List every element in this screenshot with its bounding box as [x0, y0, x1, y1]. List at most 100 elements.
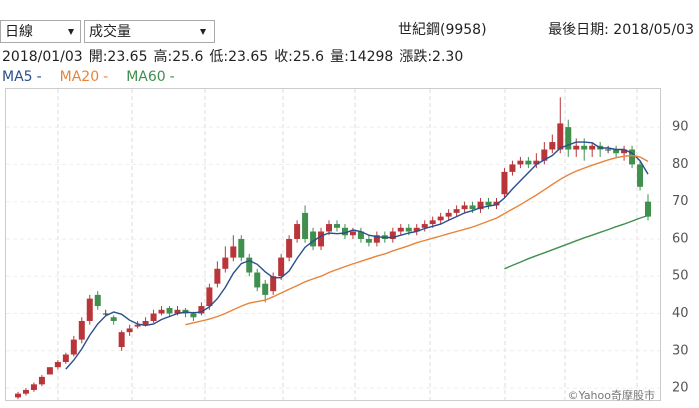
- candle-body: [549, 142, 556, 150]
- candle-body: [118, 332, 125, 348]
- candle-body: [222, 257, 229, 269]
- y-tick-label: 30: [672, 343, 689, 358]
- info-item: 2018/01/03: [2, 49, 83, 65]
- candle-body: [198, 306, 205, 314]
- candle-body: [493, 201, 500, 206]
- y-tick-label: 20: [672, 381, 689, 396]
- candle-body: [254, 272, 261, 288]
- ma-line: [65, 141, 649, 370]
- candle-body: [70, 339, 77, 355]
- candle-body: [621, 149, 628, 154]
- candle-body: [349, 231, 356, 236]
- y-tick-label: 90: [672, 120, 689, 135]
- candle-body: [429, 220, 436, 225]
- candle-body: [326, 224, 333, 232]
- select-arrow: [200, 29, 206, 35]
- candle-body: [437, 216, 444, 221]
- candle-body: [605, 149, 612, 151]
- candle-body: [469, 205, 476, 210]
- info-item: 收:25.6: [274, 49, 324, 65]
- select-text[interactable]: 成交量: [89, 23, 131, 40]
- candle-body: [445, 212, 452, 217]
- candle-body: [94, 294, 101, 307]
- candle-body: [357, 231, 364, 239]
- candle-body: [477, 201, 484, 210]
- select-text[interactable]: 日線: [5, 24, 33, 40]
- candle-body: [629, 149, 636, 165]
- candle-body: [645, 201, 652, 217]
- candle-body: [38, 376, 45, 385]
- candle-body: [166, 307, 173, 314]
- info-text: 2018/01/03 開:23.65 高:25.6 低:23.65 收:25.6 量:14…: [2, 48, 463, 65]
- candle-body: [421, 224, 428, 228]
- legend-value: -: [170, 69, 175, 85]
- candle-body: [365, 238, 372, 243]
- candle-body: [142, 320, 149, 325]
- info-item: 量:14298: [330, 49, 393, 65]
- legend-entry: MA20-: [60, 69, 109, 85]
- candle-body: [589, 145, 596, 150]
- candle-body: [126, 328, 133, 333]
- candle-body: [238, 238, 245, 258]
- candle-body: [310, 231, 317, 247]
- info-item: 低:23.65: [209, 49, 268, 65]
- candle-body: [565, 127, 572, 150]
- period-select[interactable]: 日線: [0, 20, 81, 43]
- candle-body: [54, 361, 61, 368]
- candle-body: [14, 393, 21, 398]
- candle-body: [286, 238, 293, 258]
- candle-body: [333, 224, 340, 228]
- candle-body: [190, 313, 197, 318]
- candle-body: [30, 384, 37, 390]
- y-tick-label: 40: [672, 306, 689, 321]
- candle-body: [158, 309, 165, 314]
- candle-body: [533, 160, 540, 165]
- info-item: 開:23.65: [89, 49, 148, 65]
- candle-body: [102, 313, 109, 315]
- candle-body: [174, 309, 181, 314]
- candle-body: [509, 164, 516, 172]
- last-date: 最後日期: 2018/05/03: [548, 22, 694, 38]
- candle-body: [78, 320, 85, 340]
- select-box[interactable]: [84, 20, 215, 43]
- legend: MA5- MA20- MA60-: [2, 69, 175, 85]
- candle-body: [373, 235, 380, 243]
- candle-body: [270, 276, 277, 292]
- y-tick-label: 50: [672, 269, 689, 284]
- candle-body: [581, 145, 588, 150]
- candle-body: [134, 324, 141, 327]
- info-item: 高:25.6: [154, 48, 204, 65]
- legend-name: MA5: [2, 69, 33, 85]
- candle-body: [302, 212, 309, 239]
- candle-body: [206, 287, 213, 307]
- legend-value: -: [103, 69, 108, 85]
- candle-body: [230, 246, 237, 258]
- candle-body: [318, 231, 325, 247]
- candle-body: [525, 160, 532, 165]
- candle-body: [557, 123, 564, 150]
- candle-body: [246, 257, 253, 273]
- candle-body: [517, 160, 524, 165]
- candle-body: [501, 171, 508, 195]
- y-tick-label: 60: [672, 231, 689, 246]
- candle-body: [389, 231, 396, 239]
- plot-frame: [5, 88, 661, 401]
- info-row: 2018/01/03 開:23.65 高:25.6 低:23.65 收:25.6 量:14…: [2, 48, 463, 65]
- select-box[interactable]: [0, 20, 81, 43]
- candle-body: [86, 298, 93, 321]
- candle-body: [214, 268, 221, 284]
- legend-value: -: [37, 69, 42, 85]
- candle-body: [397, 227, 404, 232]
- legend-entry: MA60-: [126, 69, 175, 85]
- indicator-select[interactable]: 成交量: [84, 20, 215, 43]
- stock-name: 世紀鋼(9958): [398, 22, 487, 38]
- candle-body: [62, 354, 69, 362]
- candle-body: [413, 227, 420, 232]
- y-tick-label: 70: [672, 194, 689, 209]
- candle-body: [46, 367, 53, 375]
- candle-body: [573, 145, 580, 150]
- candle-body: [461, 205, 468, 210]
- candle-body: [341, 227, 348, 236]
